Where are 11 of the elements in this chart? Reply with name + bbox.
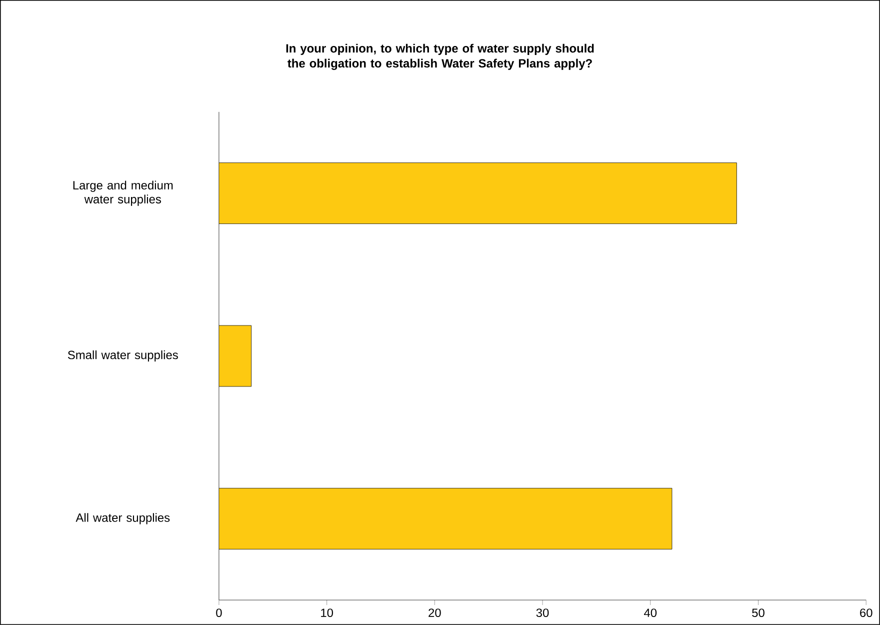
y-tick-label: All water supplies [76, 513, 170, 524]
chart-title: In your opinion, to which type of water supply should the obligation to establish Water Safety Plans apply? [286, 44, 594, 70]
y-tick-label: Small water supplies [68, 350, 178, 362]
y-tick-label: Large and medium water supplies [73, 180, 173, 206]
x-tick-label: 20 [428, 608, 441, 618]
x-tick-label: 30 [536, 608, 549, 618]
x-tick-label: 60 [860, 608, 872, 618]
x-tick-label: 10 [321, 608, 333, 618]
x-tick-label: 50 [752, 608, 764, 618]
x-tick-label: 0 [216, 608, 222, 618]
x-tick-label: 40 [644, 608, 657, 618]
